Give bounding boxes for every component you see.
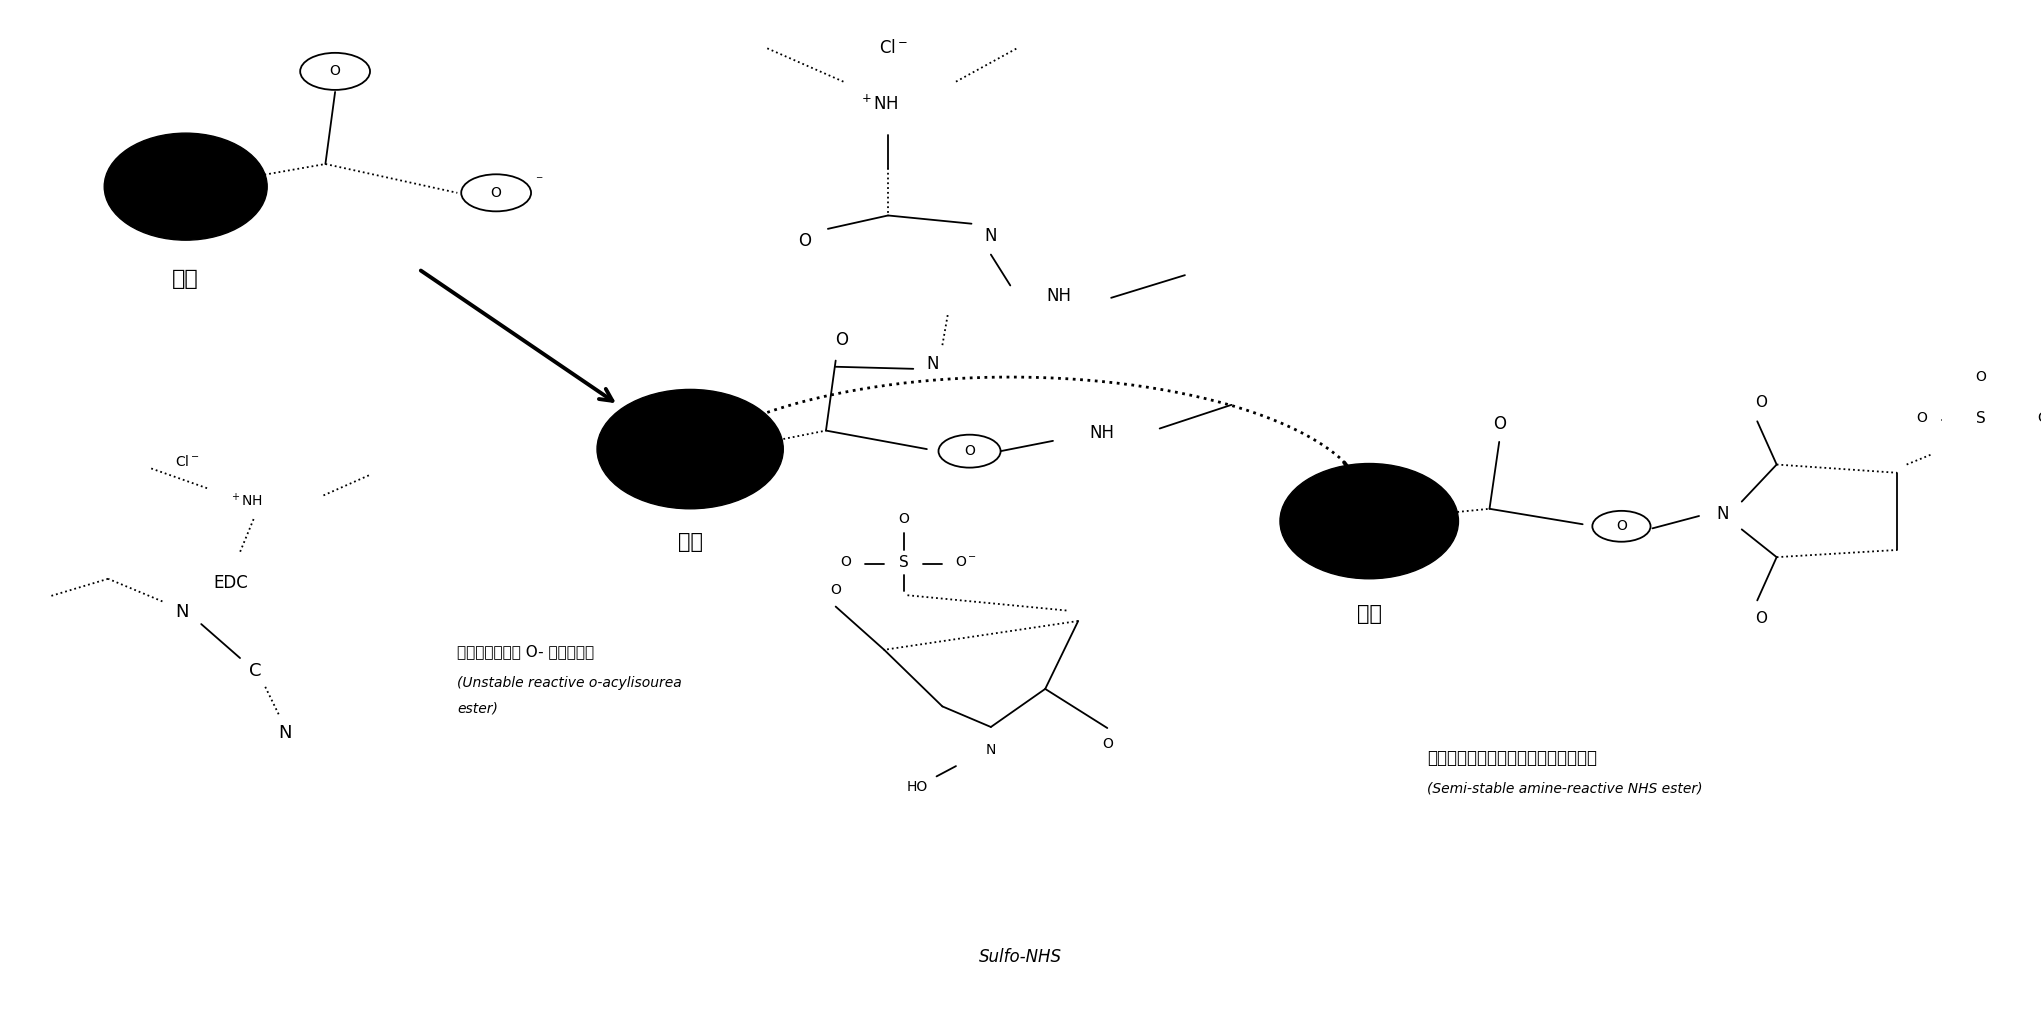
Text: Sulfo-NHS: Sulfo-NHS (978, 947, 1061, 966)
Text: O: O (1616, 519, 1627, 534)
Text: ester): ester) (457, 702, 498, 715)
Text: NH: NH (1090, 423, 1114, 442)
Text: Cl$^-$: Cl$^-$ (880, 39, 908, 57)
Text: 磁珠: 磁珠 (1357, 604, 1382, 623)
Text: O$^-$: O$^-$ (2037, 411, 2041, 425)
Text: O$^-$: O$^-$ (955, 555, 978, 570)
Text: EDC: EDC (212, 574, 247, 592)
Text: HO: HO (906, 780, 929, 794)
Text: O: O (1755, 611, 1768, 626)
Circle shape (461, 174, 531, 212)
Text: O: O (963, 444, 976, 458)
Ellipse shape (598, 389, 784, 509)
Circle shape (1592, 511, 1651, 542)
Text: O: O (1492, 416, 1506, 433)
Text: N: N (984, 227, 998, 245)
Text: N: N (927, 355, 939, 373)
Circle shape (300, 53, 369, 90)
Text: (Unstable reactive o-acylisourea: (Unstable reactive o-acylisourea (457, 676, 682, 689)
Text: (Semi-stable amine-reactive NHS ester): (Semi-stable amine-reactive NHS ester) (1427, 782, 1702, 796)
Text: O: O (1102, 738, 1112, 751)
Text: O: O (1916, 411, 1927, 425)
Text: N: N (986, 743, 996, 756)
Text: Cl$^-$: Cl$^-$ (176, 454, 200, 469)
Text: O: O (898, 512, 908, 526)
Text: N: N (278, 724, 292, 742)
Text: $^+$NH: $^+$NH (859, 95, 898, 114)
Text: O: O (841, 555, 851, 570)
Text: S: S (898, 555, 908, 570)
Text: O: O (331, 64, 341, 78)
Text: O: O (1976, 370, 1986, 384)
Text: O: O (835, 331, 847, 349)
Text: C: C (249, 663, 261, 680)
Text: S: S (1976, 411, 1986, 426)
Text: O: O (798, 232, 810, 250)
Circle shape (939, 434, 1000, 467)
Text: $^+$NH: $^+$NH (229, 492, 263, 509)
Text: 不稳定的活化态 O- 酰基异脲酯: 不稳定的活化态 O- 酰基异脲酯 (457, 644, 594, 659)
Text: 磁珠: 磁珠 (171, 269, 200, 289)
Text: NH: NH (1047, 287, 1072, 304)
Text: 磁珠: 磁珠 (678, 531, 702, 552)
Ellipse shape (104, 133, 267, 240)
Text: N: N (1716, 505, 1729, 523)
Text: O: O (490, 186, 502, 200)
Text: O: O (831, 583, 841, 598)
Text: 半稳定态的活化胺基硫代琥珀酰亚胺酯: 半稳定态的活化胺基硫代琥珀酰亚胺酯 (1427, 749, 1598, 767)
Ellipse shape (1280, 463, 1459, 579)
Text: $^-$: $^-$ (533, 174, 543, 187)
Text: N: N (176, 603, 188, 620)
Text: O: O (1755, 395, 1768, 411)
